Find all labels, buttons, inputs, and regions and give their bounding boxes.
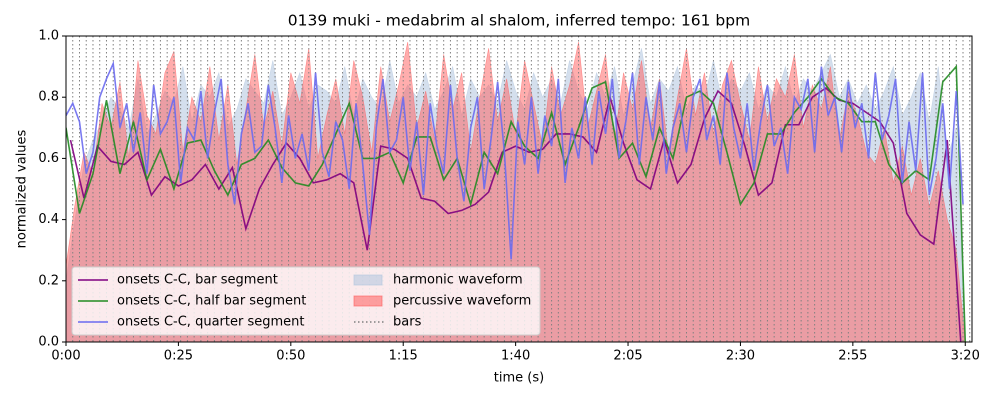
legend-label: percussive waveform	[393, 294, 531, 309]
axes-frame	[65, 35, 973, 343]
y-tick-label: 0.2	[38, 273, 59, 288]
legend-swatch	[353, 295, 383, 307]
y-tick-label: 1.0	[38, 29, 59, 44]
legend-label: onsets C-C, bar segment	[117, 273, 278, 288]
x-tick-label: 3:20	[951, 349, 980, 364]
x-tick-label: 2:05	[613, 349, 642, 364]
y-tick-label: 0.0	[38, 335, 59, 350]
x-tick-label: 1:40	[501, 349, 530, 364]
legend-box	[71, 266, 541, 336]
y-axis-label: normalized values	[15, 129, 30, 248]
legend-swatch	[353, 274, 383, 286]
legend: onsets C-C, bar segment onsets C-C, half …	[71, 266, 541, 336]
x-tick-label: 0:00	[51, 349, 80, 364]
x-axis-label: time (s)	[494, 371, 544, 386]
y-tick-label: 0.8	[38, 90, 59, 105]
x-tick-label: 0:50	[276, 349, 305, 364]
series-line	[69, 87, 962, 342]
y-tick-label: 0.4	[38, 212, 59, 227]
legend-label: onsets C-C, quarter segment	[117, 315, 304, 330]
legend-label: harmonic waveform	[393, 273, 523, 288]
y-tick-label: 0.6	[38, 151, 59, 166]
x-tick-label: 2:30	[726, 349, 755, 364]
legend-label: bars	[393, 315, 422, 330]
series-line	[66, 60, 964, 260]
x-tick-label: 1:15	[389, 349, 418, 364]
legend-label: onsets C-C, half bar segment	[117, 294, 306, 309]
x-tick-label: 2:55	[838, 349, 867, 364]
chart-title: 0139 muki - medabrim al shalom, inferred…	[288, 12, 750, 30]
x-tick-label: 0:25	[164, 349, 193, 364]
